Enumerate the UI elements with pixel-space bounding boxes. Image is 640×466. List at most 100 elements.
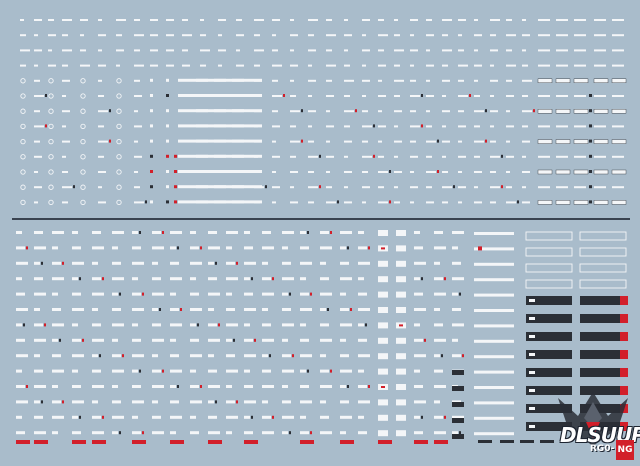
decal-circle xyxy=(20,169,26,175)
decal-dash xyxy=(522,64,528,67)
decal-dash xyxy=(378,201,388,204)
decal-small-mark xyxy=(244,277,250,281)
decal-dot xyxy=(59,338,61,342)
decal-long-stripe xyxy=(196,185,226,189)
decal-plate xyxy=(593,108,609,114)
decal-dash xyxy=(362,201,366,204)
decal-small-mark xyxy=(340,385,346,388)
decal-dash xyxy=(254,140,262,143)
decal-dash xyxy=(394,155,398,158)
decal-small-mark xyxy=(320,231,329,234)
decal-dash xyxy=(522,49,526,52)
decal-circle xyxy=(48,123,54,130)
decal-dash xyxy=(474,49,478,52)
decal-small-mark xyxy=(226,431,232,435)
decal-dash xyxy=(378,171,388,173)
decal-dash xyxy=(290,49,294,52)
decal-dash xyxy=(326,110,330,113)
decal-plate xyxy=(378,260,388,267)
decal-red-mark xyxy=(62,261,64,265)
decal-small-mark xyxy=(92,231,101,234)
decal-dash xyxy=(218,19,226,21)
decal-small-mark xyxy=(170,354,179,358)
decal-small-mark xyxy=(414,261,426,265)
decal-long-stripe xyxy=(474,262,514,266)
decal-small-mark xyxy=(152,246,164,250)
decal-small-mark xyxy=(262,323,271,327)
decal-red-strip xyxy=(340,440,354,444)
decal-dash xyxy=(116,49,124,52)
decal-dash xyxy=(362,171,368,173)
decal-dot xyxy=(79,277,81,281)
decal-small-mark xyxy=(434,385,446,388)
decal-circle xyxy=(20,108,26,114)
decal-long-stripe xyxy=(474,278,514,282)
decal-small-mark xyxy=(226,292,232,296)
decal-dash xyxy=(182,49,188,52)
decal-small-mark xyxy=(72,323,78,327)
decal-small-mark xyxy=(132,400,144,404)
decal-small-mark xyxy=(52,261,61,265)
decal-dash xyxy=(182,34,192,37)
decal-dot xyxy=(119,431,121,435)
decal-dash xyxy=(290,125,296,128)
decal-dash xyxy=(34,140,40,143)
decal-small-mark xyxy=(282,261,291,265)
decal-dot xyxy=(301,109,303,113)
decal-dash xyxy=(394,140,402,143)
decal-dash xyxy=(378,125,386,128)
decal-small-mark xyxy=(16,338,25,342)
decal-small-mark xyxy=(244,261,256,265)
decal-small-mark xyxy=(300,431,309,435)
decal-dash xyxy=(394,49,404,52)
decal-dash xyxy=(62,125,66,128)
decal-red-mark xyxy=(350,308,352,311)
decal-plate xyxy=(396,260,406,267)
decal-dash xyxy=(378,19,384,21)
decal-plate xyxy=(573,169,589,175)
decal-dot xyxy=(485,109,487,113)
decal-small-mark xyxy=(92,385,104,388)
decal-dash xyxy=(34,79,40,82)
decal-long-stripe xyxy=(196,78,226,82)
decal-dash xyxy=(556,95,568,97)
decal-dash xyxy=(254,171,260,173)
decal-circle xyxy=(80,199,86,206)
decal-plate xyxy=(593,78,609,84)
decal-dash xyxy=(426,64,434,67)
decal-dash xyxy=(612,64,624,67)
decal-dash xyxy=(506,140,510,143)
decal-dash xyxy=(538,95,550,97)
decal-small-mark xyxy=(52,431,58,435)
decal-small-mark xyxy=(282,354,291,358)
decal-dash xyxy=(522,140,530,143)
decal-plate xyxy=(396,245,406,252)
decal-long-stripe xyxy=(178,139,208,143)
decal-red-mark xyxy=(254,338,256,342)
decal-dash xyxy=(344,125,350,128)
decal-small-mark xyxy=(282,369,294,373)
decal-small-mark xyxy=(282,338,288,342)
decal-dash xyxy=(442,171,448,173)
decal-dash xyxy=(556,19,568,21)
decal-small-mark xyxy=(152,338,164,342)
decal-dash xyxy=(394,79,404,82)
decal-dark-mark xyxy=(520,440,534,443)
decal-small-mark xyxy=(358,231,364,234)
decal-plate xyxy=(378,368,388,375)
decal-dash xyxy=(308,140,314,143)
decal-long-stripe xyxy=(214,139,244,143)
decal-long-stripe xyxy=(178,170,208,173)
decal-small-mark xyxy=(320,338,332,342)
decal-dash xyxy=(410,186,418,189)
decal-small-mark xyxy=(300,231,306,234)
decal-small-mark xyxy=(132,323,138,327)
decal-long-stripe xyxy=(196,200,226,204)
decal-circle xyxy=(116,138,122,145)
decal-dash xyxy=(410,79,416,82)
decal-small-mark xyxy=(34,277,43,281)
decal-small-mark xyxy=(112,308,121,311)
decal-dash xyxy=(522,186,526,189)
decal-dash xyxy=(34,125,44,128)
decal-circle xyxy=(116,123,122,130)
